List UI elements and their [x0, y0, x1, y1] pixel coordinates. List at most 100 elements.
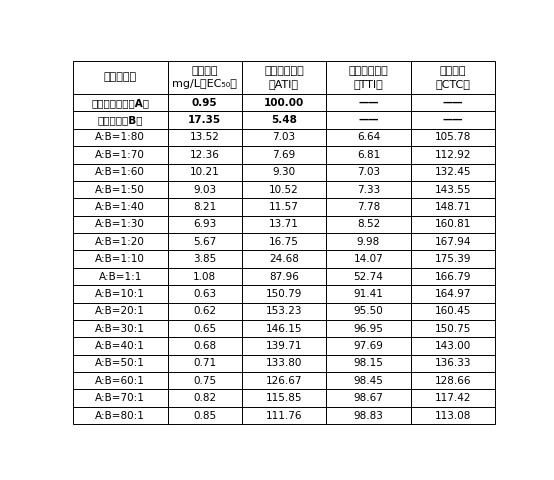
- Bar: [411, 251, 495, 268]
- Bar: [411, 233, 495, 251]
- Bar: [411, 320, 495, 337]
- Bar: [242, 60, 326, 94]
- Text: 共毒系数: 共毒系数: [440, 66, 466, 76]
- Bar: [411, 181, 495, 198]
- Text: 146.15: 146.15: [266, 324, 302, 334]
- Bar: [326, 285, 411, 302]
- Bar: [73, 302, 168, 320]
- Text: A:B=40:1: A:B=40:1: [95, 341, 145, 351]
- Bar: [73, 198, 168, 216]
- Text: A:B=1:60: A:B=1:60: [95, 167, 145, 177]
- Text: 105.78: 105.78: [435, 132, 471, 143]
- Bar: [168, 60, 242, 94]
- Bar: [242, 111, 326, 129]
- Text: A:B=10:1: A:B=10:1: [95, 289, 145, 299]
- Text: 113.08: 113.08: [435, 410, 471, 420]
- Bar: [326, 198, 411, 216]
- Text: mg/L（EC₅₀）: mg/L（EC₅₀）: [172, 79, 237, 89]
- Text: 6.93: 6.93: [193, 219, 216, 229]
- Bar: [411, 337, 495, 355]
- Text: 148.71: 148.71: [435, 202, 471, 212]
- Bar: [168, 181, 242, 198]
- Bar: [326, 337, 411, 355]
- Text: 153.23: 153.23: [266, 306, 302, 316]
- Text: 160.81: 160.81: [435, 219, 471, 229]
- Bar: [168, 337, 242, 355]
- Bar: [168, 216, 242, 233]
- Text: 0.68: 0.68: [193, 341, 216, 351]
- Text: 8.52: 8.52: [357, 219, 380, 229]
- Bar: [242, 181, 326, 198]
- Text: 52.74: 52.74: [353, 272, 383, 281]
- Text: 166.79: 166.79: [435, 272, 471, 281]
- Text: A:B=30:1: A:B=30:1: [95, 324, 145, 334]
- Bar: [326, 302, 411, 320]
- Text: 6.64: 6.64: [357, 132, 380, 143]
- Bar: [326, 268, 411, 285]
- Text: 98.67: 98.67: [353, 393, 383, 403]
- Bar: [411, 268, 495, 285]
- Text: 0.71: 0.71: [193, 359, 216, 369]
- Text: （CTC）: （CTC）: [435, 79, 470, 89]
- Text: A:B=1:50: A:B=1:50: [95, 185, 145, 194]
- Text: 24.68: 24.68: [269, 254, 299, 264]
- Bar: [73, 285, 168, 302]
- Text: 0.65: 0.65: [193, 324, 216, 334]
- Bar: [168, 302, 242, 320]
- Bar: [326, 94, 411, 111]
- Bar: [326, 320, 411, 337]
- Text: 95.50: 95.50: [353, 306, 383, 316]
- Text: 14.07: 14.07: [353, 254, 383, 264]
- Bar: [411, 146, 495, 164]
- Text: （TTI）: （TTI）: [353, 79, 383, 89]
- Text: 代森锰锌（B）: 代森锰锌（B）: [98, 115, 143, 125]
- Bar: [73, 94, 168, 111]
- Bar: [168, 372, 242, 389]
- Text: 13.71: 13.71: [269, 219, 299, 229]
- Text: 0.62: 0.62: [193, 306, 216, 316]
- Bar: [73, 111, 168, 129]
- Text: 126.67: 126.67: [266, 376, 302, 386]
- Text: A:B=1:70: A:B=1:70: [95, 150, 145, 160]
- Bar: [326, 181, 411, 198]
- Text: 10.52: 10.52: [269, 185, 299, 194]
- Text: 0.63: 0.63: [193, 289, 216, 299]
- Text: ——: ——: [443, 115, 463, 125]
- Bar: [242, 233, 326, 251]
- Bar: [242, 268, 326, 285]
- Bar: [326, 407, 411, 424]
- Text: ——: ——: [443, 98, 463, 108]
- Bar: [168, 407, 242, 424]
- Text: 9.98: 9.98: [357, 237, 380, 247]
- Bar: [168, 129, 242, 146]
- Text: 1.08: 1.08: [193, 272, 216, 281]
- Bar: [326, 355, 411, 372]
- Text: A:B=20:1: A:B=20:1: [95, 306, 145, 316]
- Bar: [326, 233, 411, 251]
- Bar: [326, 216, 411, 233]
- Bar: [326, 111, 411, 129]
- Bar: [168, 198, 242, 216]
- Bar: [411, 372, 495, 389]
- Text: 112.92: 112.92: [435, 150, 471, 160]
- Bar: [326, 129, 411, 146]
- Bar: [242, 302, 326, 320]
- Bar: [242, 198, 326, 216]
- Bar: [242, 129, 326, 146]
- Bar: [242, 216, 326, 233]
- Bar: [326, 251, 411, 268]
- Text: 17.35: 17.35: [188, 115, 221, 125]
- Text: 10.21: 10.21: [190, 167, 219, 177]
- Text: 9.03: 9.03: [193, 185, 216, 194]
- Text: 96.95: 96.95: [353, 324, 383, 334]
- Text: 8.21: 8.21: [193, 202, 216, 212]
- Text: 132.45: 132.45: [435, 167, 471, 177]
- Text: 91.41: 91.41: [353, 289, 383, 299]
- Text: 0.85: 0.85: [193, 410, 216, 420]
- Text: 6.81: 6.81: [357, 150, 380, 160]
- Bar: [411, 285, 495, 302]
- Text: 150.79: 150.79: [266, 289, 302, 299]
- Bar: [168, 389, 242, 407]
- Bar: [242, 285, 326, 302]
- Bar: [73, 129, 168, 146]
